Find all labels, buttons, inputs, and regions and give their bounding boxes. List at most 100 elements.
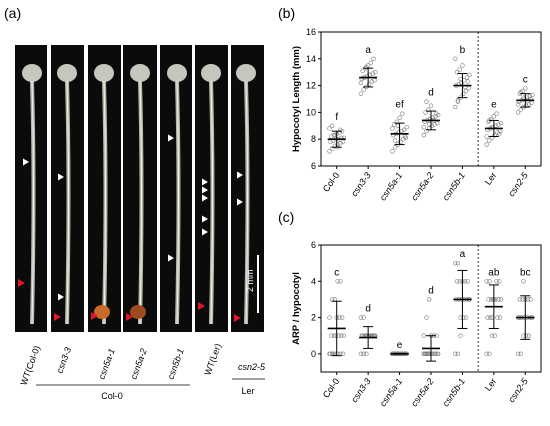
red-arrowhead: [234, 314, 241, 322]
seedling-labels: WT(Col-0) csn3-3 csn5a-1 csn5a-2 csn5b-1…: [18, 342, 266, 386]
x-tick-label: Col-0: [321, 376, 342, 399]
ler-group-label: Ler: [241, 386, 254, 396]
seed-coat: [94, 305, 110, 319]
data-point: [424, 128, 429, 134]
data-point: [484, 279, 489, 284]
data-point: [497, 279, 502, 284]
data-point: [526, 333, 532, 338]
data-point: [453, 56, 458, 61]
seedling-label-wt-col0: WT(Col-0): [18, 344, 42, 386]
data-point: [515, 110, 521, 115]
data-point: [457, 67, 462, 72]
data-point: [338, 279, 343, 284]
hypocotyl-highlight: [210, 80, 213, 325]
data-point: [518, 107, 523, 112]
seedling-label-csn2-5: csn2-5: [238, 362, 266, 372]
y-axis-title: Hypocotyl Length (mm): [291, 46, 302, 152]
data-point: [424, 315, 429, 320]
data-point: [453, 104, 458, 110]
panel-b-label: (b): [278, 5, 295, 21]
data-point: [436, 351, 441, 357]
data-point: [368, 60, 374, 66]
data-point: [433, 114, 438, 119]
data-point: [463, 315, 469, 320]
data-point: [455, 351, 461, 357]
data-point: [423, 110, 428, 115]
data-point: [492, 333, 497, 338]
y-tick-label: 8: [311, 134, 316, 144]
data-point: [394, 119, 400, 124]
data-point: [487, 351, 492, 357]
white-arrowhead: [202, 228, 208, 236]
data-point: [517, 297, 523, 302]
data-point: [338, 127, 343, 133]
seedling-label-csn3-3: csn3-3: [54, 346, 73, 375]
y-tick-label: 6: [311, 240, 316, 250]
data-point: [358, 91, 364, 96]
y-tick-label: 4: [311, 276, 316, 286]
data-point: [432, 122, 437, 127]
data-point: [390, 149, 395, 154]
data-point: [427, 351, 433, 357]
data-point: [339, 315, 345, 320]
data-point: [498, 120, 504, 126]
significance-letter: c: [523, 74, 528, 85]
seedling-label-wt-ler: WT(Ler): [202, 342, 223, 376]
white-arrowhead: [168, 134, 174, 142]
white-arrowhead: [23, 158, 29, 166]
data-point: [328, 351, 333, 357]
data-point: [523, 103, 529, 108]
data-point: [358, 351, 364, 357]
x-tick-label: csn3-3: [349, 376, 373, 404]
data-point: [366, 82, 372, 87]
x-tick-label: csn2-5: [506, 376, 530, 405]
data-point: [454, 69, 460, 75]
data-point: [489, 135, 495, 141]
data-point: [497, 315, 503, 320]
data-point: [518, 351, 523, 357]
cotyledon: [236, 64, 256, 82]
data-point: [401, 127, 407, 133]
data-point: [428, 103, 434, 108]
data-point: [487, 138, 492, 143]
y-axis-title: ARP / hypocotyl: [291, 272, 302, 345]
data-point: [498, 297, 504, 302]
plot-frame: [320, 31, 542, 167]
cotyledon: [201, 64, 221, 82]
data-point: [433, 351, 438, 357]
data-point: [329, 333, 334, 338]
y-tick-label: 12: [306, 81, 316, 91]
data-point: [487, 279, 492, 284]
data-point: [465, 79, 471, 84]
cotyledon: [94, 64, 114, 82]
white-arrowhead: [58, 173, 64, 181]
data-point: [461, 91, 466, 96]
data-point: [462, 279, 468, 284]
data-point: [494, 279, 499, 284]
significance-letter: b: [460, 45, 466, 56]
x-tick-label: csn5a-2: [409, 376, 436, 408]
data-point: [421, 333, 426, 338]
data-point: [404, 124, 409, 130]
significance-letter: e: [397, 340, 403, 351]
data-point: [485, 315, 490, 320]
data-point: [364, 351, 369, 357]
hypocotyl-highlight: [103, 80, 106, 325]
data-point: [421, 132, 426, 138]
data-point: [528, 297, 533, 302]
data-point: [457, 279, 462, 284]
data-point: [361, 351, 366, 357]
hypocotyl-highlight: [245, 80, 248, 325]
data-point: [339, 333, 344, 338]
data-point: [520, 297, 525, 302]
data-point: [337, 130, 342, 135]
cotyledon: [130, 64, 150, 82]
data-point: [335, 142, 340, 147]
data-point: [465, 279, 471, 284]
y-tick-label: 6: [311, 161, 316, 171]
data-point: [361, 315, 366, 320]
data-point: [515, 351, 521, 357]
data-point: [455, 260, 461, 266]
significance-letter: ef: [395, 100, 404, 111]
